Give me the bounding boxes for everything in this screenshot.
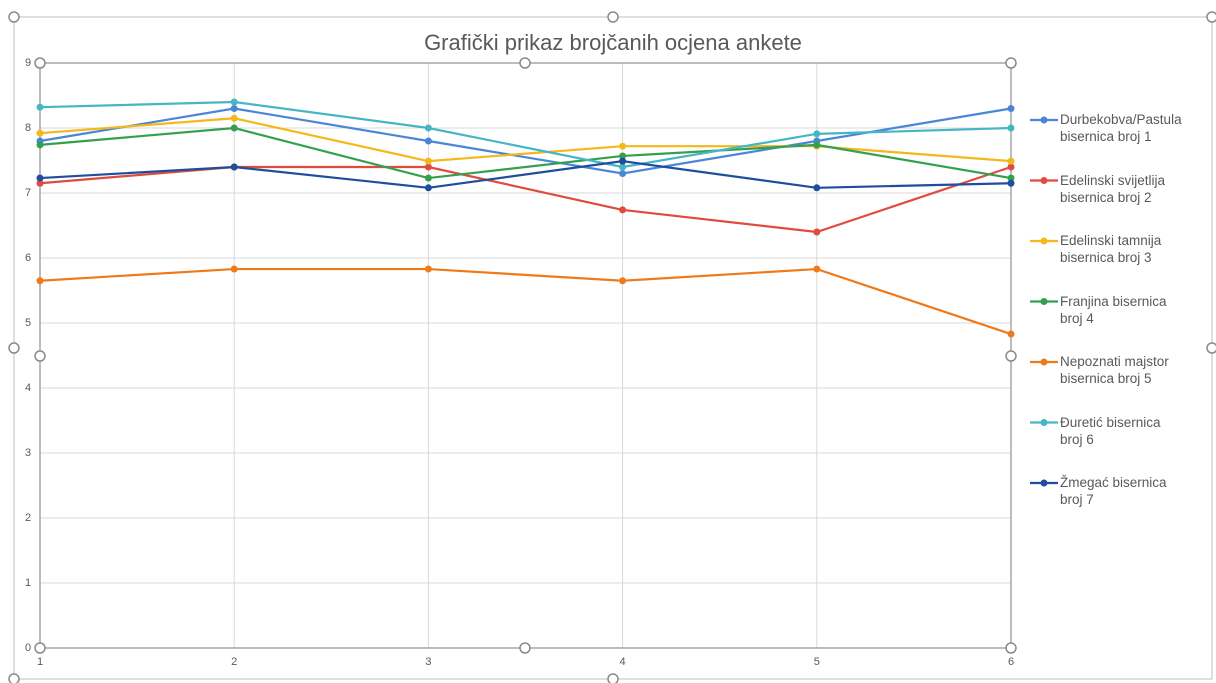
- data-point: [1007, 174, 1015, 182]
- data-point: [36, 129, 44, 137]
- data-point: [424, 184, 432, 192]
- y-tick-label: 8: [25, 122, 31, 134]
- legend-label: Edelinski tamnija bisernica broj 3: [1060, 233, 1162, 265]
- legend-swatch-marker: [1040, 479, 1048, 487]
- data-point: [36, 174, 44, 182]
- legend-label: Edelinski svijetlija bisernica broj 2: [1060, 172, 1166, 205]
- series-line: [39, 107, 1012, 175]
- legend-swatch-marker: [1040, 298, 1048, 305]
- data-point: [813, 184, 821, 192]
- data-point: [230, 105, 238, 112]
- series-line: [39, 100, 1012, 169]
- series-line: [39, 267, 1012, 336]
- legend-swatch-marker: [1040, 419, 1048, 426]
- data-point: [230, 265, 238, 273]
- legend-swatch-marker: [1040, 116, 1048, 124]
- x-tick-label: 5: [814, 656, 820, 668]
- data-point: [619, 277, 627, 285]
- legend-label: Franjina bisernica broj 4: [1060, 293, 1167, 326]
- data-point: [424, 163, 432, 171]
- series-line: [39, 160, 1012, 189]
- data-point: [813, 141, 821, 149]
- data-point: [813, 130, 821, 138]
- data-point: [424, 265, 432, 273]
- data-point: [619, 152, 627, 160]
- selection-handles: [8, 11, 1216, 683]
- data-point: [1007, 163, 1015, 171]
- data-point: [230, 98, 238, 106]
- x-tick-label: 4: [620, 656, 626, 668]
- y-tick-label: 5: [25, 317, 31, 329]
- data-point: [619, 157, 627, 165]
- x-tick-label: 2: [231, 656, 237, 668]
- series-line: [39, 126, 1012, 180]
- legend-label: Nepoznati majstor bisernica broj 5: [1060, 354, 1169, 386]
- y-tick-label: 1: [25, 577, 31, 589]
- legend-swatch-marker: [1040, 237, 1048, 245]
- legend-swatch-marker: [1040, 358, 1048, 366]
- data-point: [36, 141, 44, 149]
- legend-swatch-marker: [1040, 177, 1048, 184]
- y-tick-label: 4: [25, 382, 31, 394]
- data-point: [619, 142, 627, 150]
- y-tick-label: 2: [25, 512, 31, 524]
- data-point: [424, 174, 432, 182]
- data-point: [230, 124, 238, 132]
- legend-label: Durbekobva/Pastula bisernica broj 1: [1060, 112, 1182, 144]
- y-tick-label: 9: [25, 57, 31, 69]
- data-point: [1007, 330, 1015, 338]
- data-point: [1007, 105, 1015, 112]
- data-point: [813, 228, 821, 236]
- legend-label: Žmegać bisernica broj 7: [1060, 475, 1167, 507]
- y-tick-label: 3: [25, 447, 31, 459]
- x-tick-label: 3: [425, 656, 431, 668]
- data-point: [1007, 157, 1015, 165]
- y-tick-label: 0: [25, 642, 31, 654]
- data-point: [36, 277, 44, 285]
- data-point: [424, 124, 432, 132]
- y-tick-label: 6: [25, 252, 31, 264]
- series-line: [39, 117, 1012, 163]
- data-point: [36, 179, 44, 187]
- x-tick-label: 6: [1008, 656, 1014, 668]
- data-point: [36, 103, 44, 111]
- y-tick-label: 7: [25, 187, 31, 199]
- data-point: [619, 170, 627, 177]
- data-point: [230, 163, 238, 171]
- data-point: [813, 265, 821, 273]
- data-point: [1007, 124, 1015, 132]
- legend-label: Đuretić bisernica broj 6: [1060, 414, 1161, 447]
- x-tick-label: 1: [37, 656, 43, 668]
- data-point: [424, 157, 432, 165]
- data-point: [619, 163, 627, 171]
- data-point: [1007, 179, 1015, 187]
- chart-title: Grafički prikaz brojčanih ocjena ankete: [424, 30, 802, 55]
- data-point: [230, 114, 238, 122]
- data-point: [619, 206, 627, 214]
- data-point: [424, 137, 432, 145]
